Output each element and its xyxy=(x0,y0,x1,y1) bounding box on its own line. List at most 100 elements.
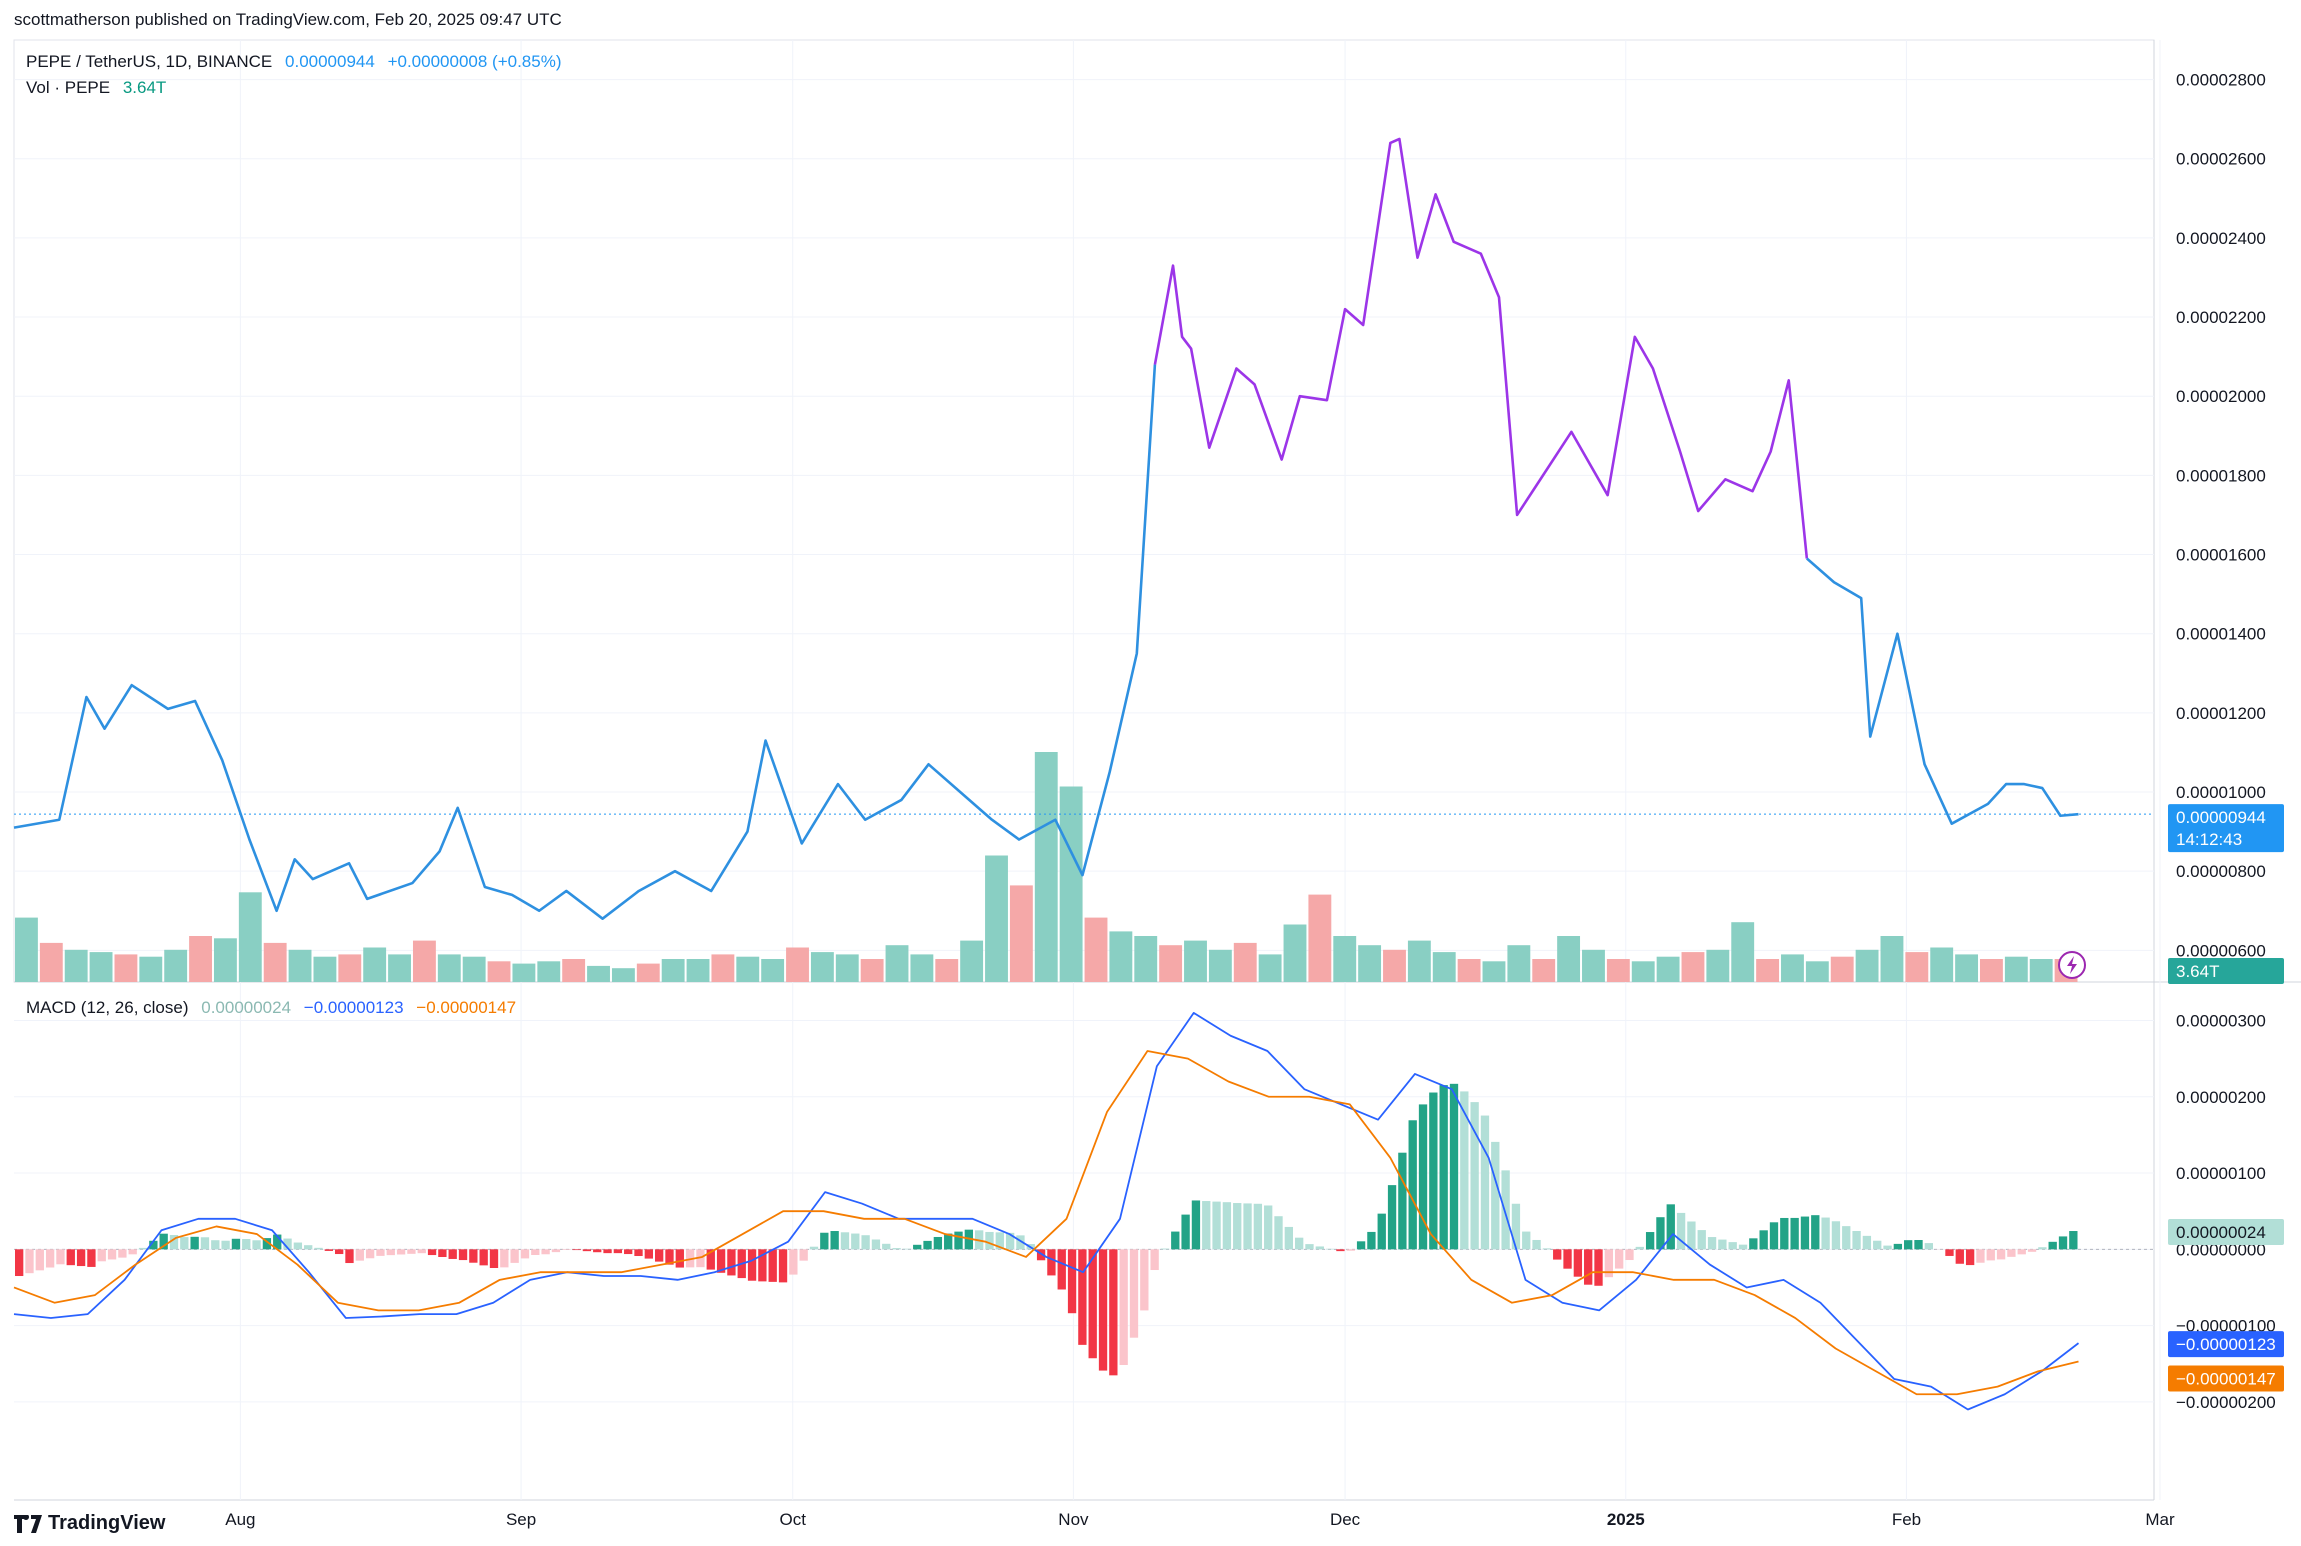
histogram-bar xyxy=(118,1249,127,1258)
histogram-bar xyxy=(386,1249,395,1256)
histogram-bar xyxy=(892,1248,901,1250)
histogram-bar xyxy=(304,1245,313,1250)
volume-bar xyxy=(213,938,237,982)
histogram-bar xyxy=(262,1238,272,1250)
histogram-bar xyxy=(314,1247,323,1250)
tradingview-logo[interactable]: TradingView xyxy=(14,1512,165,1535)
price-line xyxy=(13,364,1157,920)
hist-badge-bg xyxy=(2168,1219,2284,1246)
volume-bar xyxy=(313,956,337,982)
signal-badge-bg xyxy=(2168,1365,2284,1392)
macd-badge: −0.00000123 xyxy=(2176,1335,2276,1354)
histogram-bar xyxy=(1480,1115,1490,1250)
volume-bar xyxy=(835,954,859,982)
volume-legend: Vol · PEPE 3.64T xyxy=(26,78,174,98)
volume-bar xyxy=(1084,917,1108,982)
histogram-bar xyxy=(1584,1249,1593,1285)
histogram-bar xyxy=(138,1247,148,1250)
histogram-bar xyxy=(1687,1221,1696,1250)
histogram-bar xyxy=(1016,1235,1025,1250)
histogram-bar xyxy=(1759,1230,1768,1250)
histogram-bar xyxy=(654,1249,664,1262)
histogram-bar xyxy=(1098,1249,1108,1371)
histogram-bar xyxy=(1408,1120,1417,1250)
volume-bar xyxy=(338,954,362,982)
histogram-bar xyxy=(1150,1249,1159,1271)
volume-bar xyxy=(1358,945,1382,982)
histogram-bar xyxy=(1707,1237,1717,1250)
volume-bar xyxy=(1159,945,1183,982)
tradingview-logo-icon xyxy=(14,1513,42,1533)
macd-histogram xyxy=(15,1083,2078,1376)
y-tick-label: 0.00001600 xyxy=(2176,546,2266,565)
histogram-bar xyxy=(1501,1170,1510,1250)
histogram-bar xyxy=(1294,1237,1304,1250)
histogram-bar xyxy=(128,1249,137,1255)
histogram-bar xyxy=(1769,1222,1779,1250)
histogram-bar xyxy=(520,1249,530,1259)
histogram-bar xyxy=(1511,1203,1521,1250)
macd-y-tick-label: 0.00000000 xyxy=(2176,1240,2266,1259)
histogram-bar xyxy=(1780,1217,1789,1250)
histogram-bar xyxy=(1976,1249,1985,1263)
volume-bar xyxy=(15,917,38,982)
macd-hist-value: 0.00000024 xyxy=(201,998,292,1017)
volume-bar xyxy=(288,949,312,982)
histogram-bar xyxy=(252,1240,261,1250)
histogram-bar xyxy=(1821,1217,1830,1250)
histogram-bar xyxy=(871,1239,881,1250)
histogram-bar xyxy=(1088,1249,1097,1359)
histogram-bar xyxy=(66,1249,75,1266)
volume-bar xyxy=(2004,956,2028,982)
volume-bar xyxy=(910,954,934,982)
histogram-bar xyxy=(1893,1243,1903,1250)
histogram-bar xyxy=(644,1249,653,1259)
published-line: scottmatherson published on TradingView.… xyxy=(14,10,562,29)
histogram-bar xyxy=(768,1249,777,1282)
histogram-bar xyxy=(1418,1104,1428,1250)
histogram-bar xyxy=(1573,1249,1583,1277)
volume-bar xyxy=(636,963,660,982)
histogram-bar xyxy=(2058,1236,2068,1250)
histogram-bar xyxy=(1398,1152,1407,1250)
histogram-bar xyxy=(1253,1203,1263,1250)
histogram-bar xyxy=(469,1249,478,1263)
histogram-bar xyxy=(551,1249,561,1253)
volume-bar xyxy=(1606,959,1630,982)
x-tick-label: Nov xyxy=(1058,1510,1089,1529)
histogram-bar xyxy=(1522,1231,1531,1250)
histogram-bar xyxy=(365,1249,375,1259)
y-tick-label: 0.00002000 xyxy=(2176,387,2266,406)
histogram-bar xyxy=(1387,1185,1397,1250)
histogram-bar xyxy=(1635,1246,1644,1250)
x-tick-label: 2025 xyxy=(1607,1510,1645,1529)
histogram-bar xyxy=(1718,1239,1727,1250)
price-line xyxy=(1153,137,1809,559)
histogram-bar xyxy=(1171,1231,1180,1250)
histogram-bar xyxy=(1274,1216,1283,1250)
main-pane-frame xyxy=(13,39,2155,983)
histogram-bar xyxy=(1676,1212,1686,1250)
histogram-bar xyxy=(149,1240,158,1250)
macd-y-tick-label: 0.00000100 xyxy=(2176,1164,2266,1183)
histogram-bar xyxy=(964,1229,973,1250)
volume-badge-bg xyxy=(2168,958,2284,984)
histogram-bar xyxy=(56,1249,65,1265)
countdown-label: 14:12:43 xyxy=(2176,830,2242,849)
histogram-bar xyxy=(923,1240,932,1250)
histogram-bar xyxy=(1924,1243,1933,1250)
price-badge-bg xyxy=(2168,804,2284,853)
histogram-bar xyxy=(407,1249,416,1254)
volume-label: Vol · PEPE xyxy=(26,78,111,97)
histogram-bar xyxy=(696,1249,705,1268)
volume-bar xyxy=(1333,936,1357,982)
volume-bar xyxy=(1009,885,1033,982)
volume-bar xyxy=(363,947,387,982)
histogram-bar xyxy=(211,1240,220,1250)
y-tick-label: 0.00002800 xyxy=(2176,71,2266,90)
y-tick-label: 0.00002200 xyxy=(2176,308,2266,327)
histogram-bar xyxy=(562,1249,571,1250)
histogram-bar xyxy=(500,1249,509,1268)
histogram-bar xyxy=(2048,1241,2057,1250)
